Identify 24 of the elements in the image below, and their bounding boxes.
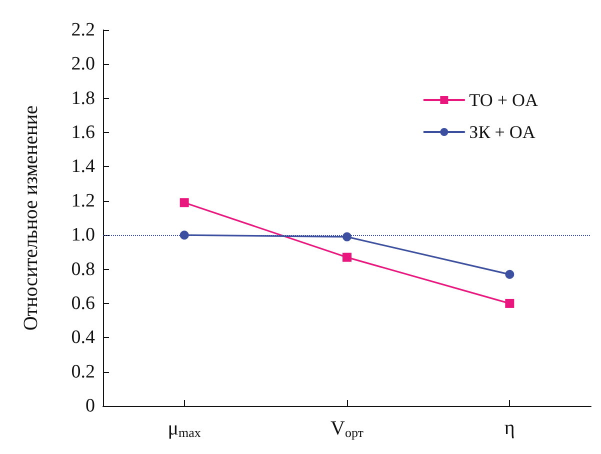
legend-label: ЗК + OA xyxy=(469,122,536,142)
y-tick-label: 1.2 xyxy=(71,190,95,212)
x-tick-label: μmax xyxy=(168,418,202,440)
y-tick-label: 2.2 xyxy=(71,20,95,40)
y-tick-label: 1.4 xyxy=(71,156,96,178)
y-tick-label: 2.0 xyxy=(71,54,95,75)
point xyxy=(180,198,189,208)
x-tick-label: η xyxy=(504,417,515,439)
y-tick-label: 0.8 xyxy=(71,258,95,280)
point xyxy=(180,230,189,240)
y-tick-label: 1.0 xyxy=(71,224,95,246)
legend-label: TO + OA xyxy=(469,90,538,110)
y-tick-label: 0 xyxy=(86,396,95,416)
y-axis-title: Относительное изменение xyxy=(20,105,42,331)
y-tick-label: 0.2 xyxy=(71,361,95,382)
point xyxy=(505,298,514,308)
y-tick-label: 0.6 xyxy=(71,292,95,314)
x-tick-label: Vорт xyxy=(330,418,364,440)
point xyxy=(342,232,352,242)
point xyxy=(342,252,352,262)
y-tick-label: 1.8 xyxy=(71,88,95,109)
y-tick-label: 0.4 xyxy=(71,327,96,348)
y-tick-label: 1.6 xyxy=(71,122,95,144)
point xyxy=(505,270,514,279)
